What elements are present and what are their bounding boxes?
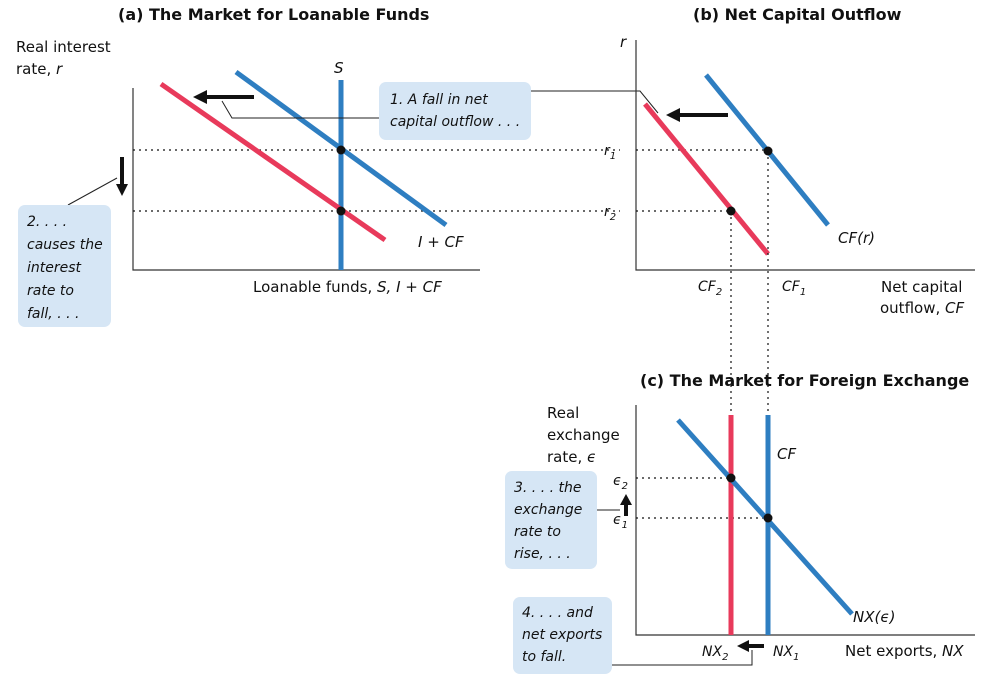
note-3-line3: rate to: [514, 524, 561, 540]
interest-fall-arrowhead: [116, 184, 128, 196]
panel-b-ylabel: r: [620, 33, 627, 51]
note-3: 3. . . . the exchange rate to rise, . . …: [505, 471, 597, 569]
note1-connector-a: [221, 100, 380, 119]
tick-e2: ϵ2: [613, 473, 628, 492]
panel-b-xlabel-line1: Net capital: [881, 278, 962, 296]
demand-curve-shifted: [159, 81, 387, 243]
note-2: 2. . . . causes the interest rate to fal…: [18, 205, 111, 327]
panel-a-axes: [132, 88, 480, 271]
note-2-box: [18, 205, 111, 327]
note-3-line4: rise, . . .: [514, 546, 571, 562]
panel-a-ylabel-line2: rate, r: [16, 60, 63, 78]
fx-equilibrium-initial: [763, 513, 773, 523]
note-2-line5: fall, . . .: [27, 306, 79, 322]
nx-curve-label: NX(ϵ): [853, 608, 895, 626]
nx-fall-arrowhead: [737, 640, 749, 652]
note-3-line2: exchange: [514, 502, 582, 518]
panel-c-ylabel-line1: Real: [547, 404, 579, 422]
tick-nx1: NX1: [773, 644, 799, 663]
note-3-box: [505, 471, 597, 569]
note-1-line2: capital outflow . . .: [390, 114, 520, 130]
note-2-line4: rate to: [27, 283, 74, 299]
equilibrium-point-initial: [336, 145, 346, 155]
cf-curve-label: CF(r): [838, 229, 875, 247]
note-4: 4. . . . and net exports to fall.: [513, 597, 612, 674]
note-4-line2: net exports: [522, 627, 602, 643]
note4-connector: [612, 650, 753, 666]
panel-b-axes: [635, 40, 975, 271]
note-2-line2: causes the: [27, 237, 103, 253]
note-1-box: [379, 82, 531, 140]
tick-r1: r1: [604, 143, 616, 162]
panel-a-title: (a) The Market for Loanable Funds: [118, 5, 429, 24]
panel-b-title: (b) Net Capital Outflow: [693, 5, 902, 24]
panel-a-ylabel-line1: Real interest: [16, 38, 111, 56]
panel-b: (b) Net Capital Outflow r r1 r2 CF(r) CF…: [604, 5, 975, 317]
demand-label: I + CF: [418, 233, 464, 251]
note-1: 1. A fall in net capital outflow . . .: [379, 82, 531, 140]
tick-cf1: CF1: [782, 279, 806, 298]
equilibrium-point-new: [336, 206, 346, 216]
note2-connector: [67, 177, 118, 206]
tick-e1: ϵ1: [613, 512, 628, 531]
panel-c-ylabel-line2: exchange: [547, 426, 620, 444]
panel-c-axes: [635, 405, 975, 636]
tick-cf2: CF2: [698, 279, 722, 298]
shift-left-arrowhead-b: [666, 108, 680, 122]
note-2-line3: interest: [27, 260, 82, 276]
panel-c-xlabel: Net exports, NX: [845, 642, 964, 660]
tick-r2: r2: [604, 204, 616, 223]
cf-point-path: [643, 102, 770, 256]
panel-c-ylabel-line3: rate, ϵ: [547, 448, 596, 466]
exchange-rise-arrowhead: [620, 494, 632, 505]
fx-equilibrium-new: [726, 473, 736, 483]
note-3-line1: 3. . . . the: [514, 480, 581, 496]
note-4-box: [513, 597, 612, 674]
panel-a-xlabel: Loanable funds, S, I + CF: [253, 278, 442, 296]
note-4-line3: to fall.: [522, 649, 566, 665]
panel-b-xlabel-line2: outflow, CF: [880, 299, 964, 317]
panel-c-title: (c) The Market for Foreign Exchange: [640, 371, 969, 390]
tick-nx2: NX2: [702, 644, 728, 663]
panel-a: (a) The Market for Loanable Funds Real i…: [16, 5, 620, 296]
note-4-line1: 4. . . . and: [522, 605, 593, 621]
note-1-line1: 1. A fall in net: [390, 92, 488, 108]
supply-label: S: [334, 59, 344, 77]
note1-connector-b: [531, 90, 659, 114]
cf-supply-label: CF: [777, 445, 796, 463]
shift-left-arrowhead-a: [193, 90, 207, 104]
panel-c: (c) The Market for Foreign Exchange Real…: [547, 371, 975, 666]
note-2-line1: 2. . . .: [27, 214, 67, 230]
